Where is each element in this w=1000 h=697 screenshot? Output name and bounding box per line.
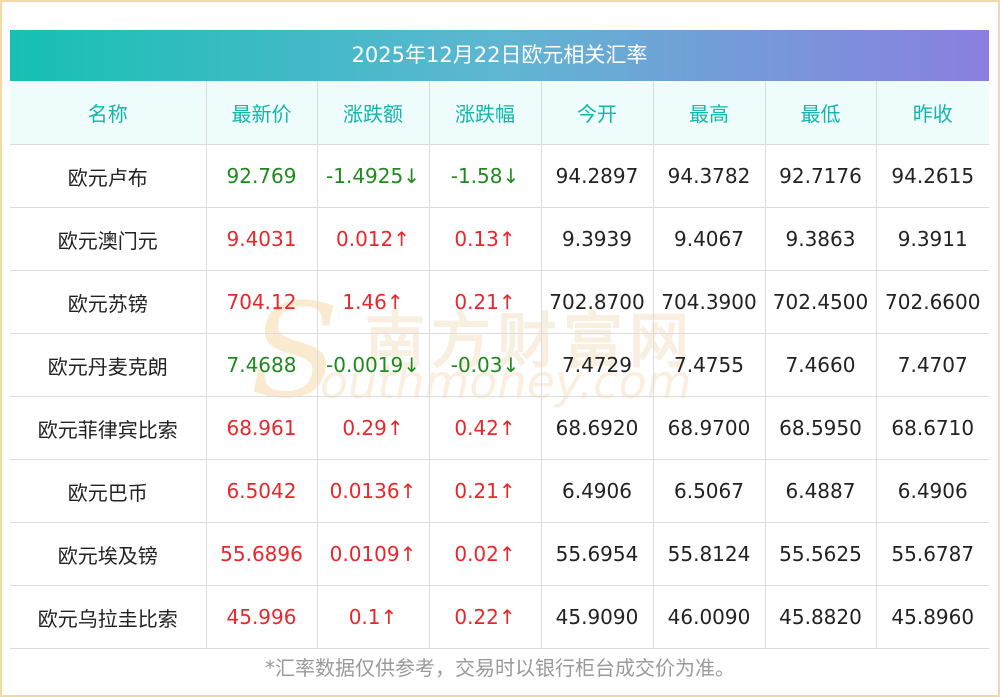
- last-price: 55.6896: [206, 522, 318, 586]
- last-price: 68.961: [206, 396, 318, 460]
- change-percent: 0.42↑: [429, 396, 542, 460]
- table-row: 欧元巴币 6.5042 0.0136↑ 0.21↑ 6.4906 6.5067 6.4887…: [10, 459, 989, 523]
- open-price: 9.3939: [541, 207, 654, 271]
- change-percent: -0.03↓: [429, 333, 542, 397]
- change-percent: 0.02↑: [429, 522, 542, 586]
- open-price: 702.8700: [541, 270, 654, 334]
- currency-name: 欧元澳门元: [10, 207, 207, 271]
- table-header-row: 名称 最新价 涨跌额 涨跌幅 今开 最高 最低 昨收: [10, 81, 989, 145]
- high-price: 9.4067: [653, 207, 766, 271]
- header-last: 最新价: [206, 81, 318, 145]
- header-prev-close: 昨收: [876, 81, 989, 145]
- high-price: 94.3782: [653, 144, 766, 208]
- high-price: 7.4755: [653, 333, 766, 397]
- low-price: 9.3863: [765, 207, 877, 271]
- change-amount: 0.0109↑: [317, 522, 430, 586]
- header-high: 最高: [653, 81, 766, 145]
- last-price: 6.5042: [206, 459, 318, 523]
- change-amount: 1.46↑: [317, 270, 430, 334]
- disclaimer-footnote: *汇率数据仅供参考，交易时以银行柜台成交价为准。: [265, 656, 735, 680]
- table-title: 2025年12月22日欧元相关汇率: [10, 30, 989, 81]
- open-price: 6.4906: [541, 459, 654, 523]
- last-price: 45.996: [206, 585, 318, 649]
- high-price: 704.3900: [653, 270, 766, 334]
- prev-close: 9.3911: [876, 207, 989, 271]
- last-price: 7.4688: [206, 333, 318, 397]
- last-price: 9.4031: [206, 207, 318, 271]
- change-amount: -0.0019↓: [317, 333, 430, 397]
- open-price: 94.2897: [541, 144, 654, 208]
- prev-close: 68.6710: [876, 396, 989, 460]
- low-price: 7.4660: [765, 333, 877, 397]
- table-row: 欧元苏镑 704.12 1.46↑ 0.21↑ 702.8700 704.3900 702.…: [10, 270, 989, 334]
- prev-close: 7.4707: [876, 333, 989, 397]
- change-percent: 0.21↑: [429, 270, 542, 334]
- currency-name: 欧元苏镑: [10, 270, 207, 334]
- low-price: 6.4887: [765, 459, 877, 523]
- currency-name: 欧元埃及镑: [10, 522, 207, 586]
- prev-close: 45.8960: [876, 585, 989, 649]
- open-price: 45.9090: [541, 585, 654, 649]
- currency-name: 欧元乌拉圭比索: [10, 585, 207, 649]
- high-price: 68.9700: [653, 396, 766, 460]
- currency-name: 欧元卢布: [10, 144, 207, 208]
- header-name: 名称: [10, 81, 207, 145]
- high-price: 55.8124: [653, 522, 766, 586]
- table-row: 欧元埃及镑 55.6896 0.0109↑ 0.02↑ 55.6954 55.8124 55…: [10, 522, 989, 586]
- header-open: 今开: [541, 81, 654, 145]
- change-amount: 0.29↑: [317, 396, 430, 460]
- low-price: 45.8820: [765, 585, 877, 649]
- high-price: 46.0090: [653, 585, 766, 649]
- table-row: 欧元卢布 92.769 -1.4925↓ -1.58↓ 94.2897 94.3782 92…: [10, 144, 989, 208]
- last-price: 92.769: [206, 144, 318, 208]
- change-percent: 0.13↑: [429, 207, 542, 271]
- change-percent: 0.22↑: [429, 585, 542, 649]
- prev-close: 702.6600: [876, 270, 989, 334]
- rate-table-container: 2025年12月22日欧元相关汇率 名称 最新价 涨跌额 涨跌幅 今开 最高 最…: [10, 30, 989, 649]
- exchange-rate-table: 名称 最新价 涨跌额 涨跌幅 今开 最高 最低 昨收 欧元卢布 92.769 -1.…: [10, 81, 989, 649]
- currency-name: 欧元丹麦克朗: [10, 333, 207, 397]
- change-amount: -1.4925↓: [317, 144, 430, 208]
- low-price: 92.7176: [765, 144, 877, 208]
- change-percent: -1.58↓: [429, 144, 542, 208]
- currency-name: 欧元巴币: [10, 459, 207, 523]
- high-price: 6.5067: [653, 459, 766, 523]
- last-price: 704.12: [206, 270, 318, 334]
- open-price: 7.4729: [541, 333, 654, 397]
- low-price: 702.4500: [765, 270, 877, 334]
- open-price: 55.6954: [541, 522, 654, 586]
- table-row: 欧元丹麦克朗 7.4688 -0.0019↓ -0.03↓ 7.4729 7.4755 7.…: [10, 333, 989, 397]
- prev-close: 6.4906: [876, 459, 989, 523]
- prev-close: 55.6787: [876, 522, 989, 586]
- header-change: 涨跌额: [317, 81, 430, 145]
- change-amount: 0.1↑: [317, 585, 430, 649]
- change-amount: 0.0136↑: [317, 459, 430, 523]
- header-low: 最低: [765, 81, 877, 145]
- currency-name: 欧元菲律宾比索: [10, 396, 207, 460]
- low-price: 55.5625: [765, 522, 877, 586]
- table-row: 欧元菲律宾比索 68.961 0.29↑ 0.42↑ 68.6920 68.9700 68.…: [10, 396, 989, 460]
- low-price: 68.5950: [765, 396, 877, 460]
- table-row: 欧元澳门元 9.4031 0.012↑ 0.13↑ 9.3939 9.4067 9.3863…: [10, 207, 989, 271]
- prev-close: 94.2615: [876, 144, 989, 208]
- change-percent: 0.21↑: [429, 459, 542, 523]
- table-row: 欧元乌拉圭比索 45.996 0.1↑ 0.22↑ 45.9090 46.0090 45.8…: [10, 585, 989, 649]
- header-change-pct: 涨跌幅: [429, 81, 542, 145]
- open-price: 68.6920: [541, 396, 654, 460]
- change-amount: 0.012↑: [317, 207, 430, 271]
